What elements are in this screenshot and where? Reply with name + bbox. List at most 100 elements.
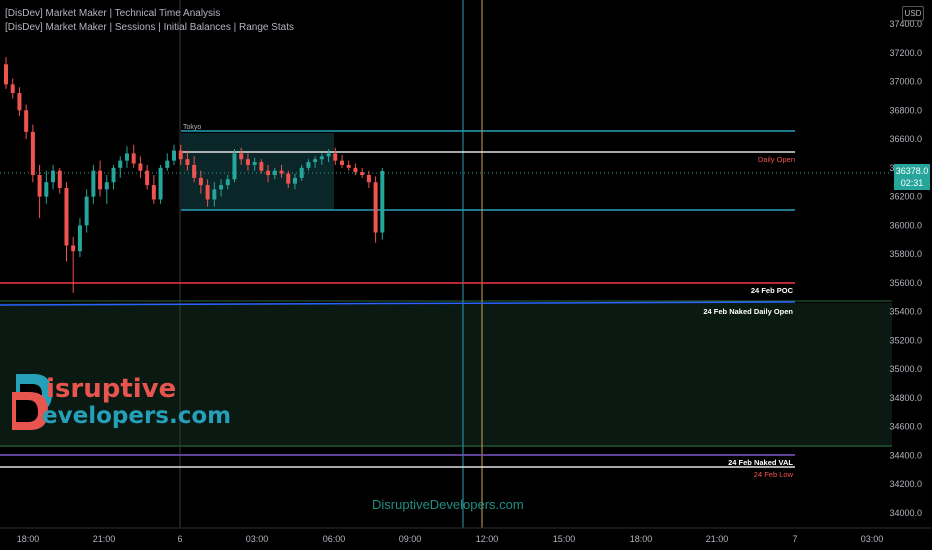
candle xyxy=(84,189,89,233)
candle-body xyxy=(44,182,49,197)
price-axis[interactable]: 37400.037200.037000.036800.036600.036400… xyxy=(889,19,922,518)
price-tick-label: 36000.0 xyxy=(889,220,922,230)
daily-open-label: Daily Open xyxy=(758,155,795,164)
poc-label: 24 Feb POC xyxy=(751,286,794,295)
price-tick-label: 35800.0 xyxy=(889,249,922,259)
candle xyxy=(71,236,76,293)
price-tick-label: 36800.0 xyxy=(889,105,922,115)
price-tick-label: 37400.0 xyxy=(889,19,922,29)
candle-body xyxy=(333,153,338,161)
candle-body xyxy=(91,170,96,197)
indicator-title-2[interactable]: [DisDev] Market Maker | Sessions | Initi… xyxy=(5,22,295,33)
candle-body xyxy=(158,167,163,200)
price-tick-label: 37200.0 xyxy=(889,48,922,58)
candle xyxy=(4,57,8,89)
candle xyxy=(373,176,378,243)
naked-val-label: 24 Feb Naked VAL xyxy=(728,458,793,467)
candle-body xyxy=(131,153,136,164)
current-price-value: 36378.0 xyxy=(895,166,929,176)
candle xyxy=(245,153,250,171)
candle-body xyxy=(259,162,264,171)
brand-logo: isruptive evelopers.com xyxy=(8,370,231,435)
candle-body xyxy=(366,175,371,183)
candle-body xyxy=(360,172,365,176)
candle-body xyxy=(165,160,170,168)
candle-body xyxy=(353,167,358,173)
candle xyxy=(299,164,304,181)
candle-body xyxy=(319,156,324,160)
candle xyxy=(319,153,324,165)
time-tick-label: 09:00 xyxy=(399,534,422,544)
candle-body xyxy=(212,189,217,200)
candle xyxy=(111,164,116,190)
candle-body xyxy=(232,153,237,180)
candle xyxy=(44,170,49,204)
candle xyxy=(138,156,143,178)
candle xyxy=(326,149,331,163)
candle-body xyxy=(145,170,150,186)
candle xyxy=(380,167,385,240)
candle-body xyxy=(138,163,143,171)
candle xyxy=(346,160,351,171)
candle xyxy=(333,147,338,165)
price-tick-label: 34800.0 xyxy=(889,393,922,403)
currency-badge[interactable]: USD xyxy=(902,6,924,21)
candle-body xyxy=(205,185,210,200)
watermark-text: DisruptiveDevelopers.com xyxy=(372,497,524,512)
candle-body xyxy=(51,170,56,183)
candle xyxy=(353,163,358,176)
price-tick-label: 34000.0 xyxy=(889,508,922,518)
candle xyxy=(17,87,22,117)
tokyo-session-box xyxy=(181,133,334,210)
price-tick-label: 35000.0 xyxy=(889,364,922,374)
current-price-tag: 36378.0 02:31 xyxy=(894,164,930,190)
candle-body xyxy=(17,93,22,111)
candle-body xyxy=(4,64,8,85)
candle xyxy=(118,156,123,178)
candle xyxy=(360,167,365,178)
candle-body xyxy=(24,110,29,132)
candle-body xyxy=(373,182,378,233)
candle-body xyxy=(225,179,230,186)
candle xyxy=(219,179,224,197)
naked-daily-open-line xyxy=(0,301,796,306)
price-tick-label: 34200.0 xyxy=(889,479,922,489)
candle-body xyxy=(64,187,69,246)
time-axis[interactable]: 18:00 21:00 6 03:00 06:00 09:00 12:00 15:00 18:0… xyxy=(17,534,884,544)
time-tick-label: 06:00 xyxy=(323,534,346,544)
candle-body xyxy=(124,153,129,161)
indicator-title-1[interactable]: [DisDev] Market Maker | Technical Time A… xyxy=(5,8,221,19)
time-tick-label: 21:00 xyxy=(93,534,116,544)
candle-body xyxy=(198,177,203,186)
candle-body xyxy=(172,150,176,161)
candle xyxy=(272,167,277,180)
price-tick-label: 35400.0 xyxy=(889,307,922,317)
candle xyxy=(37,164,42,219)
candle-body xyxy=(266,170,271,176)
candles-group xyxy=(4,57,385,293)
candle xyxy=(131,144,136,168)
candle-body xyxy=(279,170,284,174)
time-tick-label: 18:00 xyxy=(17,534,40,544)
candle-body xyxy=(219,185,224,190)
candle-body xyxy=(98,170,103,190)
candle-body xyxy=(118,160,123,168)
naked-daily-open-label: 24 Feb Naked Daily Open xyxy=(703,307,793,316)
candle xyxy=(266,164,271,183)
candle xyxy=(124,146,129,168)
time-tick-label: 15:00 xyxy=(553,534,576,544)
candle xyxy=(165,153,170,171)
candle-body xyxy=(84,196,89,226)
price-tick-label: 36200.0 xyxy=(889,192,922,202)
candle xyxy=(192,156,197,183)
candle-body xyxy=(111,167,116,183)
candle xyxy=(286,170,291,188)
candle-body xyxy=(306,162,311,168)
price-tick-label: 34400.0 xyxy=(889,450,922,460)
price-tick-label: 35200.0 xyxy=(889,335,922,345)
logo-mark-icon xyxy=(12,374,52,430)
candle-body xyxy=(178,150,183,160)
candle xyxy=(24,104,29,140)
candle-body xyxy=(57,170,62,188)
